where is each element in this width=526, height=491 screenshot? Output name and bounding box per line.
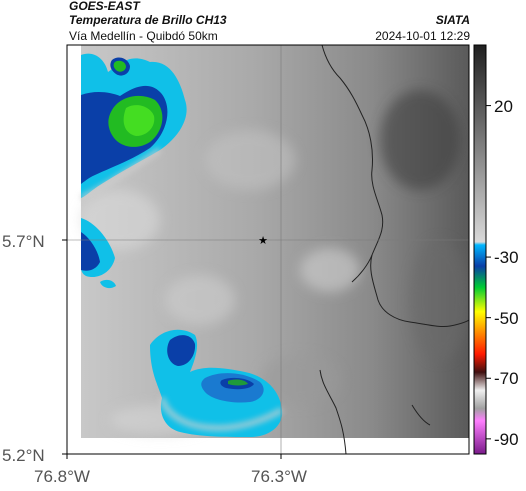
organization-label: SIATA: [435, 13, 470, 27]
map-frame: [66, 44, 470, 455]
satellite-title: GOES-EAST: [69, 0, 140, 13]
colorbar-label: -30: [494, 248, 519, 268]
lat-label-5-2: 5.2°N: [2, 446, 45, 465]
texture-patches: [80, 90, 469, 435]
cold-cloud-north: [81, 53, 187, 198]
colorbar-label: -70: [494, 369, 519, 389]
lon-label-76-8: 76.8°W: [34, 467, 90, 486]
lat-label-5-7: 5.7°N: [2, 232, 45, 251]
cloud-edges: [79, 147, 284, 431]
colorbar: [473, 44, 491, 455]
colorbar-label: -50: [494, 308, 519, 328]
colorbar-label: 20: [494, 96, 513, 116]
lon-label-76-3: 76.3°W: [251, 467, 307, 486]
colorbar-label: -90: [494, 429, 519, 449]
datetime-label: 2024-10-01 12:29: [375, 29, 470, 43]
country-border: [319, 45, 469, 454]
product-title: Temperatura de Brillo CH13: [69, 13, 227, 27]
location-subtitle: Vía Medellín - Quibdó 50km: [69, 29, 218, 43]
cold-cloud-south: [150, 329, 283, 437]
map-ticks: [62, 239, 282, 459]
star-icon: ★: [258, 234, 268, 247]
cold-cloud-west: [81, 218, 116, 289]
map-area: ★: [67, 45, 469, 454]
